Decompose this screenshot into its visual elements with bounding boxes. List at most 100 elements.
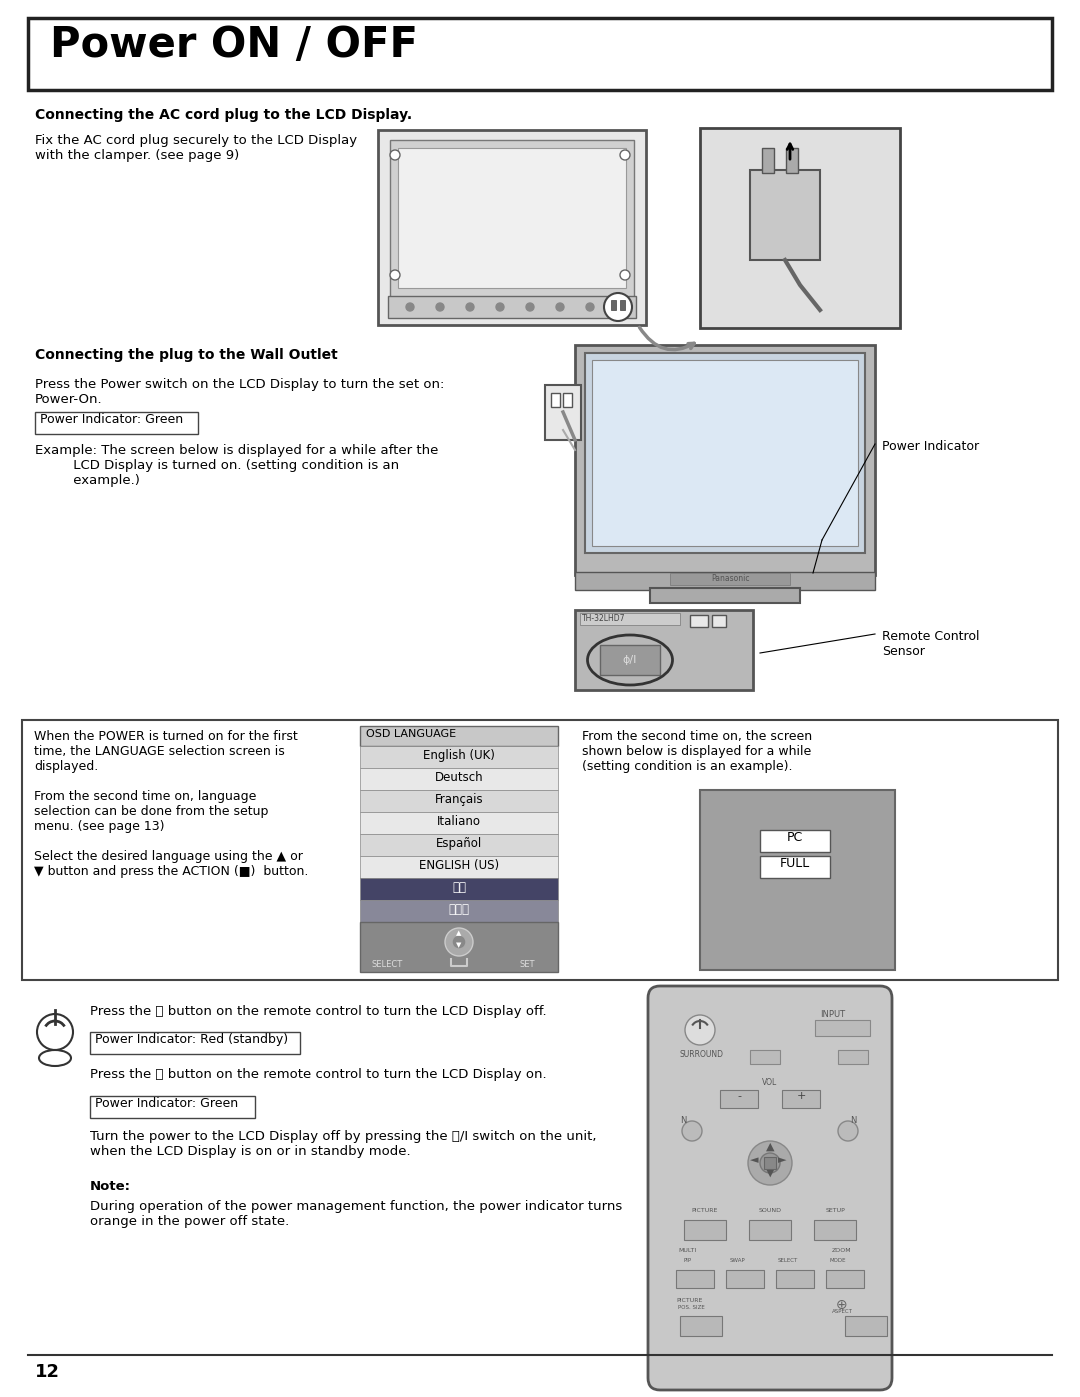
Text: ⊕: ⊕ <box>836 1298 848 1312</box>
Circle shape <box>681 1120 702 1141</box>
Bar <box>600 645 660 675</box>
Text: 12: 12 <box>35 1363 60 1382</box>
Bar <box>808 1208 863 1218</box>
Circle shape <box>586 303 594 312</box>
Circle shape <box>496 303 504 312</box>
Text: MULTI: MULTI <box>678 1248 697 1253</box>
Bar <box>743 1208 798 1218</box>
Text: SELECT: SELECT <box>778 1259 798 1263</box>
FancyBboxPatch shape <box>648 986 892 1390</box>
Bar <box>378 130 646 326</box>
Bar <box>592 360 858 546</box>
Bar <box>826 1270 864 1288</box>
Bar <box>670 573 789 585</box>
Bar <box>390 140 634 298</box>
Text: During operation of the power management function, the power indicator turns
ora: During operation of the power management… <box>90 1200 622 1228</box>
Bar <box>650 588 800 604</box>
Bar <box>822 1298 862 1320</box>
Bar <box>360 746 558 768</box>
Text: PC: PC <box>787 831 804 844</box>
Text: ZOOM: ZOOM <box>832 1248 852 1253</box>
Circle shape <box>526 303 534 312</box>
Bar <box>360 877 558 900</box>
Text: Connecting the AC cord plug to the LCD Display.: Connecting the AC cord plug to the LCD D… <box>35 108 413 122</box>
Text: SOUND: SOUND <box>758 1208 782 1213</box>
Bar <box>815 1020 870 1037</box>
Bar <box>90 1032 300 1053</box>
Bar <box>611 300 616 310</box>
Bar <box>360 834 558 856</box>
Bar <box>712 615 726 627</box>
Bar <box>838 1051 868 1065</box>
Circle shape <box>556 303 564 312</box>
Bar <box>360 856 558 877</box>
Text: Power ON / OFF: Power ON / OFF <box>50 24 418 66</box>
Bar <box>22 719 1058 981</box>
Text: VOL: VOL <box>762 1078 778 1087</box>
Text: Press the ⏻ button on the remote control to turn the LCD Display on.: Press the ⏻ button on the remote control… <box>90 1067 546 1081</box>
Text: +: + <box>796 1091 806 1101</box>
Text: SWAP: SWAP <box>730 1259 746 1263</box>
Bar <box>360 900 558 922</box>
Bar <box>760 830 831 852</box>
Circle shape <box>436 303 444 312</box>
Bar <box>786 148 798 173</box>
Text: ▲: ▲ <box>457 930 461 936</box>
Text: ASPECT: ASPECT <box>832 1309 852 1315</box>
Bar <box>620 300 625 310</box>
Bar <box>845 1316 887 1336</box>
Text: N: N <box>850 1116 856 1125</box>
Bar <box>585 353 865 553</box>
Bar <box>399 148 626 288</box>
Bar <box>762 148 774 173</box>
Text: ▲: ▲ <box>766 1141 774 1153</box>
Text: Deutsch: Deutsch <box>434 771 484 784</box>
Text: From the second time on, the screen
shown below is displayed for a while
(settin: From the second time on, the screen show… <box>582 731 812 773</box>
Bar <box>814 1220 856 1241</box>
Text: OSD LANGUAGE: OSD LANGUAGE <box>366 729 456 739</box>
Text: Turn the power to the LCD Display off by pressing the ⏻/I switch on the unit,
wh: Turn the power to the LCD Display off by… <box>90 1130 596 1158</box>
Bar <box>575 571 875 590</box>
Text: MODE: MODE <box>829 1259 847 1263</box>
Bar <box>782 1090 820 1108</box>
Bar <box>750 1220 791 1241</box>
Text: Français: Français <box>434 793 484 806</box>
Bar <box>760 856 831 877</box>
Text: N: N <box>680 1116 687 1125</box>
Circle shape <box>760 1153 780 1173</box>
Bar <box>90 1097 255 1118</box>
Circle shape <box>620 149 630 161</box>
Text: ▼: ▼ <box>766 1168 774 1178</box>
Circle shape <box>838 1120 858 1141</box>
Bar <box>700 789 895 970</box>
Circle shape <box>685 1016 715 1045</box>
Text: Example: The screen below is displayed for a while after the
         LCD Displa: Example: The screen below is displayed f… <box>35 444 438 488</box>
Bar <box>360 812 558 834</box>
Circle shape <box>465 303 474 312</box>
Bar <box>678 1208 733 1218</box>
Circle shape <box>620 270 630 279</box>
Bar <box>777 1270 814 1288</box>
Text: Remote Control
Sensor: Remote Control Sensor <box>882 630 980 658</box>
Text: SETUP: SETUP <box>825 1208 845 1213</box>
Text: 日本語: 日本語 <box>448 902 470 916</box>
Bar <box>360 768 558 789</box>
Bar <box>676 1270 714 1288</box>
Text: Español: Español <box>436 837 482 849</box>
Bar <box>28 18 1052 89</box>
Bar <box>660 997 880 1377</box>
Text: ENGLISH (US): ENGLISH (US) <box>419 859 499 872</box>
Bar <box>690 615 708 627</box>
Text: INPUT: INPUT <box>820 1010 846 1018</box>
Text: SURROUND: SURROUND <box>680 1051 724 1059</box>
Bar <box>575 610 753 690</box>
Bar <box>764 1157 777 1169</box>
Circle shape <box>390 270 400 279</box>
Circle shape <box>453 935 465 949</box>
Bar <box>388 296 636 319</box>
Circle shape <box>445 928 473 956</box>
Bar <box>360 726 558 746</box>
Bar <box>750 170 820 260</box>
Text: SET: SET <box>519 960 536 970</box>
Bar <box>360 922 558 972</box>
